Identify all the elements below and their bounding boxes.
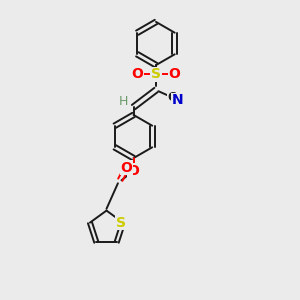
Text: H: H	[119, 95, 129, 108]
Text: C: C	[167, 91, 176, 104]
Text: S: S	[116, 216, 126, 230]
Text: O: O	[169, 68, 181, 81]
Text: O: O	[131, 68, 143, 81]
Text: N: N	[172, 93, 183, 107]
Text: S: S	[151, 68, 161, 81]
Text: O: O	[128, 164, 140, 178]
Text: O: O	[120, 161, 132, 175]
